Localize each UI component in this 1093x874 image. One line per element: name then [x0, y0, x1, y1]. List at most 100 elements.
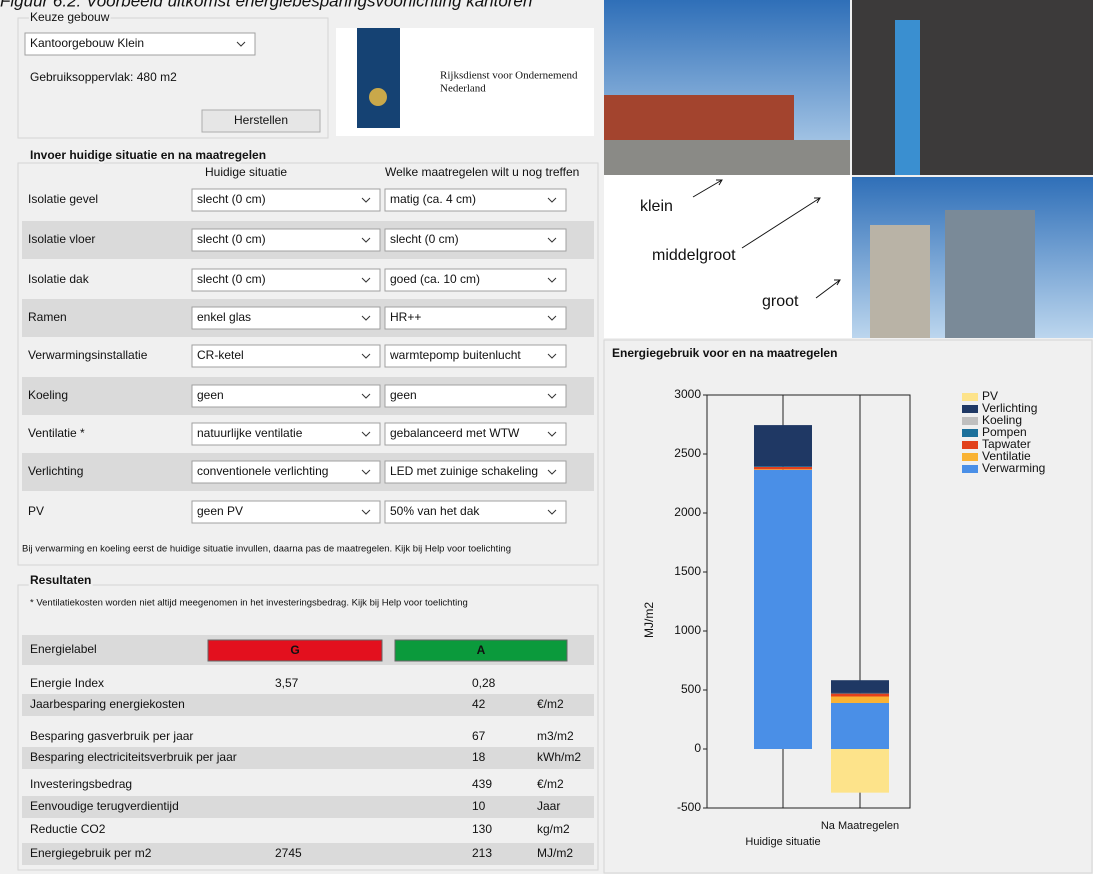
bar-segment — [754, 466, 812, 467]
dropdown-value[interactable]: goed (ca. 10 cm) — [390, 272, 480, 286]
dropdown[interactable] — [24, 32, 256, 56]
dropdown-value[interactable]: warmtepomp buitenlucht — [389, 348, 521, 362]
results-note: * Ventilatiekosten worden niet altijd me… — [30, 598, 468, 609]
dropdown-arrow[interactable] — [361, 469, 371, 475]
dropdown[interactable] — [384, 228, 567, 252]
row-label: Ventilatie * — [28, 426, 85, 440]
dropdown[interactable] — [191, 268, 381, 292]
row-label: Reductie CO2 — [30, 822, 106, 836]
reset-button[interactable] — [201, 109, 321, 133]
legend-label: Verlichting — [982, 401, 1037, 415]
result-after: 67 — [472, 729, 486, 743]
dropdown-value[interactable]: slecht (0 cm) — [197, 232, 266, 246]
dropdown[interactable] — [384, 188, 567, 212]
dropdown-value[interactable]: LED met zuinige schakeling — [390, 464, 538, 478]
dropdown-arrow[interactable] — [361, 431, 371, 437]
logo-bar — [357, 28, 400, 128]
chart-panel — [603, 339, 1093, 874]
dropdown-value[interactable]: Kantoorgebouw Klein — [30, 36, 144, 50]
label-value: G — [290, 643, 299, 657]
dropdown-arrow[interactable] — [547, 353, 557, 359]
legend-label: Pompen — [982, 425, 1027, 439]
dropdown-arrow[interactable] — [547, 237, 557, 243]
row-label: PV — [28, 504, 44, 518]
reset-button-label[interactable]: Herstellen — [234, 113, 288, 127]
dropdown[interactable] — [384, 344, 567, 368]
dropdown[interactable] — [384, 500, 567, 524]
dropdown-value[interactable]: CR-ketel — [197, 348, 244, 362]
dropdown-value[interactable]: matig (ca. 4 cm) — [390, 192, 476, 206]
dropdown-arrow[interactable] — [547, 431, 557, 437]
dropdown-arrow[interactable] — [236, 41, 246, 47]
dropdown[interactable] — [384, 460, 567, 484]
dropdown-arrow[interactable] — [547, 469, 557, 475]
dropdown[interactable] — [191, 384, 381, 408]
dropdown-value[interactable]: gebalanceerd met WTW — [390, 426, 520, 440]
dropdown[interactable] — [191, 422, 381, 446]
legend-swatch — [962, 429, 978, 437]
dropdown-arrow[interactable] — [547, 393, 557, 399]
legend-swatch — [962, 465, 978, 473]
bar-segment — [754, 469, 812, 749]
dropdown[interactable] — [384, 422, 567, 446]
dropdown-arrow[interactable] — [547, 197, 557, 203]
bar-segment — [831, 693, 889, 697]
bar-segment — [831, 749, 889, 793]
label-box — [207, 639, 383, 662]
photo-label: groot — [762, 293, 799, 310]
logo-text: Nederland — [440, 83, 486, 95]
dropdown-value[interactable]: geen PV — [197, 504, 243, 518]
legend-swatch — [962, 453, 978, 461]
dropdown-arrow[interactable] — [361, 197, 371, 203]
dropdown[interactable] — [191, 306, 381, 330]
dropdown-value[interactable]: HR++ — [390, 310, 421, 324]
label-value: A — [477, 643, 486, 657]
y-axis-label: MJ/m2 — [642, 602, 656, 638]
dropdown-arrow[interactable] — [361, 353, 371, 359]
dropdown-arrow[interactable] — [361, 393, 371, 399]
dropdown-value[interactable]: 50% van het dak — [390, 504, 480, 518]
y-tick-label: 0 — [694, 741, 701, 755]
x-tick-label: Na Maatregelen — [821, 820, 899, 832]
dropdown-value[interactable]: conventionele verlichting — [197, 464, 328, 478]
area-label: Gebruiksoppervlak: 480 m2 — [30, 70, 177, 84]
dropdown[interactable] — [191, 228, 381, 252]
result-unit: kWh/m2 — [537, 750, 581, 764]
dropdown-arrow[interactable] — [361, 277, 371, 283]
row-label: Verwarmingsinstallatie — [28, 348, 148, 362]
dropdown[interactable] — [191, 460, 381, 484]
dropdown-value[interactable]: geen — [390, 388, 417, 402]
dropdown-arrow[interactable] — [547, 509, 557, 515]
row-label: Verlichting — [28, 464, 83, 478]
dropdown-value[interactable]: natuurlijke ventilatie — [197, 426, 303, 440]
dropdown[interactable] — [384, 306, 567, 330]
photo-labels-bg — [604, 175, 852, 338]
dropdown[interactable] — [384, 384, 567, 408]
dropdown-arrow[interactable] — [361, 237, 371, 243]
dropdown-arrow[interactable] — [361, 315, 371, 321]
dropdown-arrow[interactable] — [547, 277, 557, 283]
dropdown-value[interactable]: slecht (0 cm) — [197, 272, 266, 286]
dropdown[interactable] — [191, 188, 381, 212]
row-label: Ramen — [28, 310, 67, 324]
legend-label: PV — [982, 389, 998, 403]
dropdown-value[interactable]: slecht (0 cm) — [390, 232, 459, 246]
group-box — [17, 17, 329, 139]
row-label: Isolatie gevel — [28, 192, 98, 206]
result-after: 18 — [472, 750, 486, 764]
row-bg — [22, 843, 594, 865]
dropdown-value[interactable]: enkel glas — [197, 310, 251, 324]
dropdown-arrow[interactable] — [361, 509, 371, 515]
dropdown-value[interactable]: geen — [197, 388, 224, 402]
dropdown-arrow[interactable] — [547, 315, 557, 321]
dropdown[interactable] — [384, 268, 567, 292]
dropdown[interactable] — [191, 500, 381, 524]
row-label: Koeling — [28, 388, 68, 402]
dropdown[interactable] — [191, 344, 381, 368]
result-after: 130 — [472, 822, 492, 836]
dropdown-value[interactable]: slecht (0 cm) — [197, 192, 266, 206]
result-after: 439 — [472, 777, 492, 791]
legend-swatch — [962, 417, 978, 425]
